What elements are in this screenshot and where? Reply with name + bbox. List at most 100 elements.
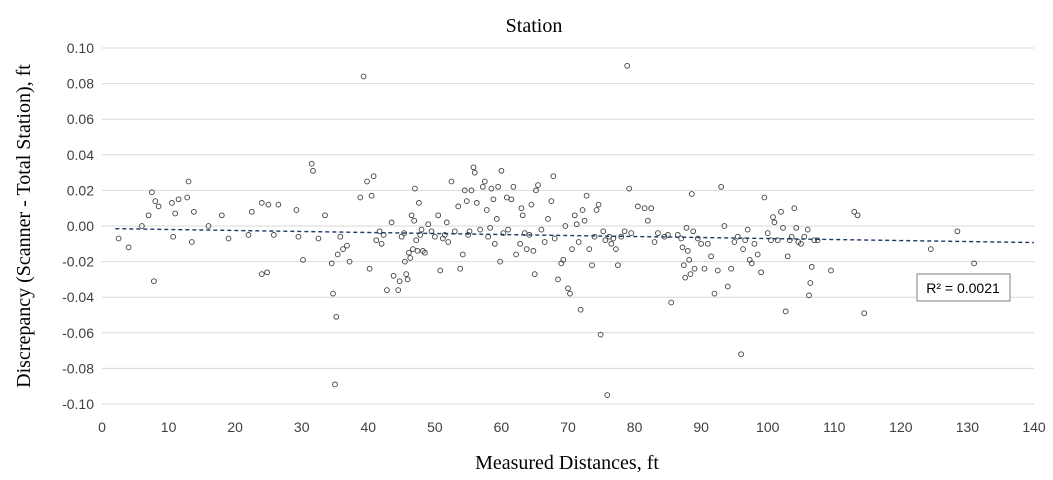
data-point <box>771 219 778 226</box>
data-point <box>518 205 525 212</box>
data-point <box>403 271 410 277</box>
data-point <box>808 264 815 270</box>
data-point <box>651 239 658 245</box>
r2-annotation: R² = 0.0021 <box>916 273 1011 302</box>
data-point <box>550 173 557 180</box>
data-point <box>774 237 781 244</box>
data-point <box>545 216 551 222</box>
data-point <box>615 262 621 269</box>
data-point <box>497 258 503 265</box>
data-point <box>491 240 498 247</box>
data-point <box>432 233 438 240</box>
data-point <box>322 212 328 219</box>
data-point <box>152 198 159 204</box>
data-point <box>245 232 252 238</box>
data-point <box>575 239 582 245</box>
data-point <box>560 256 567 263</box>
data-point <box>691 265 698 272</box>
data-point <box>562 223 569 229</box>
data-point <box>258 200 265 206</box>
x-tick-label: 0 <box>98 419 106 435</box>
data-point <box>493 216 500 222</box>
data-point <box>175 196 182 203</box>
data-points <box>115 62 977 398</box>
linear-trendline <box>115 227 1035 244</box>
data-point <box>333 313 340 320</box>
data-point <box>364 178 370 185</box>
data-point <box>551 235 558 242</box>
data-point <box>698 240 704 247</box>
data-point <box>445 239 452 245</box>
data-point <box>451 228 458 235</box>
data-point <box>490 196 497 203</box>
chart-title: Station <box>506 15 563 37</box>
data-point <box>330 290 336 297</box>
data-point <box>807 280 814 286</box>
data-point <box>535 182 541 188</box>
data-point <box>954 228 961 235</box>
data-point <box>500 230 507 236</box>
data-point <box>184 194 191 201</box>
data-point <box>315 235 322 242</box>
y-tick-label: -0.04 <box>62 289 94 305</box>
data-point <box>455 203 462 210</box>
y-tick-label: 0.02 <box>67 182 94 198</box>
y-tick-label: -0.06 <box>62 325 94 341</box>
x-tick-label: 130 <box>956 419 980 435</box>
data-point <box>398 233 405 240</box>
data-point <box>768 237 774 244</box>
data-point <box>530 248 537 254</box>
data-point <box>258 271 265 277</box>
y-tick-label: 0.08 <box>67 76 94 92</box>
data-point <box>734 233 741 240</box>
data-point <box>401 230 408 236</box>
data-point <box>332 381 338 388</box>
data-point <box>927 246 934 252</box>
data-point <box>170 233 177 240</box>
y-axis-title: Discrepancy (Scanner - Total Station), f… <box>13 64 35 388</box>
data-point <box>641 205 648 212</box>
data-point <box>334 251 341 258</box>
data-point <box>523 246 530 252</box>
data-point <box>441 232 448 238</box>
data-point <box>151 278 157 285</box>
data-point <box>189 239 195 245</box>
data-point <box>125 244 132 251</box>
data-point <box>264 269 270 276</box>
data-point <box>513 251 519 258</box>
data-point <box>471 169 478 176</box>
data-point <box>528 201 535 208</box>
data-point <box>248 208 255 215</box>
data-point <box>503 194 510 201</box>
data-point <box>728 265 734 272</box>
data-point <box>687 271 694 277</box>
data-point <box>589 262 595 269</box>
data-point <box>505 226 511 233</box>
data-point <box>376 228 383 235</box>
data-point <box>368 192 375 199</box>
data-point <box>579 207 586 213</box>
data-point <box>378 240 385 247</box>
data-point <box>463 198 470 204</box>
data-point <box>185 178 192 185</box>
x-tick-label: 50 <box>427 419 443 435</box>
data-point <box>655 230 661 236</box>
data-point <box>477 226 483 233</box>
data-point <box>635 203 641 210</box>
x-tick-label: 60 <box>494 419 510 435</box>
x-tick-label: 80 <box>627 419 643 435</box>
data-point <box>384 287 390 293</box>
data-point <box>340 246 346 252</box>
data-point <box>468 187 475 194</box>
data-point <box>483 207 490 213</box>
data-point <box>854 212 861 219</box>
data-point <box>541 239 548 245</box>
data-point <box>370 173 377 180</box>
x-tick-labels: 0 10 20 30 40 50 60 70 80 90 100 110 120 130 140 <box>98 419 1046 435</box>
data-point <box>344 242 350 249</box>
data-point <box>155 203 162 210</box>
data-point <box>690 228 697 235</box>
data-point <box>851 208 858 215</box>
data-point <box>686 256 693 263</box>
